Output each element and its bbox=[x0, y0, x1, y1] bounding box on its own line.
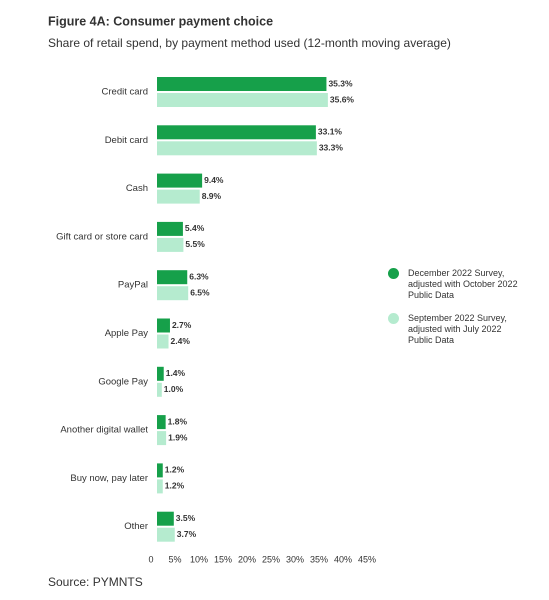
value-label: 9.4% bbox=[204, 175, 224, 185]
value-label: 2.4% bbox=[171, 336, 191, 346]
source: Source: PYMNTS bbox=[48, 575, 143, 589]
legend-swatch bbox=[388, 313, 399, 324]
bar bbox=[157, 511, 174, 526]
value-label: 1.0% bbox=[164, 384, 184, 394]
bar bbox=[157, 270, 188, 285]
x-tick-label: 25% bbox=[262, 554, 280, 564]
bar bbox=[157, 237, 184, 252]
x-tick-label: 5% bbox=[168, 554, 181, 564]
value-label: 1.2% bbox=[165, 465, 185, 475]
category-label: Debit card bbox=[105, 135, 148, 146]
bar bbox=[157, 431, 167, 446]
bar bbox=[157, 93, 328, 107]
x-tick-label: 0 bbox=[148, 554, 153, 564]
legend-label: September 2022 Survey, adjusted with Jul… bbox=[408, 313, 507, 345]
category-label: Cash bbox=[126, 183, 148, 194]
value-label: 1.9% bbox=[168, 432, 188, 442]
value-label: 35.3% bbox=[328, 78, 353, 88]
value-label: 1.4% bbox=[166, 368, 186, 378]
x-tick-label: 30% bbox=[286, 554, 304, 564]
bar bbox=[157, 382, 162, 397]
value-label: 5.4% bbox=[185, 223, 205, 233]
bar bbox=[157, 221, 183, 236]
category-label: Apple Pay bbox=[105, 328, 149, 339]
bar bbox=[157, 463, 163, 478]
value-label: 6.3% bbox=[189, 271, 209, 281]
value-label: 6.5% bbox=[190, 287, 210, 297]
value-label: 5.5% bbox=[185, 239, 205, 249]
category-label: Credit card bbox=[102, 87, 148, 98]
category-label: Buy now, pay later bbox=[70, 473, 148, 484]
chart-title: Figure 4A: Consumer payment choice bbox=[48, 14, 273, 28]
bar bbox=[157, 334, 169, 349]
legend-swatch bbox=[388, 268, 399, 279]
x-tick-label: 45% bbox=[358, 554, 376, 564]
x-tick-label: 10% bbox=[190, 554, 208, 564]
x-tick-label: 20% bbox=[238, 554, 256, 564]
chart-subtitle: Share of retail spend, by payment method… bbox=[48, 36, 451, 50]
bar bbox=[157, 173, 203, 188]
bar bbox=[157, 318, 170, 333]
category-label: Google Pay bbox=[98, 376, 148, 387]
bar bbox=[157, 415, 166, 430]
value-label: 3.7% bbox=[177, 529, 197, 539]
bar bbox=[157, 141, 317, 156]
value-label: 2.7% bbox=[172, 320, 192, 330]
bar bbox=[157, 286, 189, 301]
value-label: 1.2% bbox=[165, 481, 185, 491]
category-label: Another digital wallet bbox=[60, 425, 148, 436]
bar bbox=[157, 189, 200, 204]
x-tick-label: 40% bbox=[334, 554, 352, 564]
legend-item: December 2022 Survey, adjusted with Octo… bbox=[388, 268, 523, 301]
bar bbox=[157, 366, 164, 381]
category-label: Gift card or store card bbox=[56, 231, 148, 242]
bar bbox=[157, 77, 327, 91]
value-label: 33.3% bbox=[319, 143, 344, 153]
category-label: PayPal bbox=[118, 280, 148, 291]
value-label: 33.1% bbox=[318, 127, 343, 137]
bar bbox=[157, 479, 163, 494]
bar bbox=[157, 125, 316, 140]
value-label: 3.5% bbox=[176, 513, 196, 523]
x-tick-label: 15% bbox=[214, 554, 232, 564]
x-tick-label: 35% bbox=[310, 554, 328, 564]
legend-label: December 2022 Survey, adjusted with Octo… bbox=[408, 268, 518, 300]
legend-item: September 2022 Survey, adjusted with Jul… bbox=[388, 313, 523, 346]
category-label: Other bbox=[124, 521, 148, 532]
value-label: 1.8% bbox=[168, 416, 188, 426]
bar bbox=[157, 527, 175, 542]
value-label: 35.6% bbox=[330, 94, 355, 104]
value-label: 8.9% bbox=[202, 191, 222, 201]
